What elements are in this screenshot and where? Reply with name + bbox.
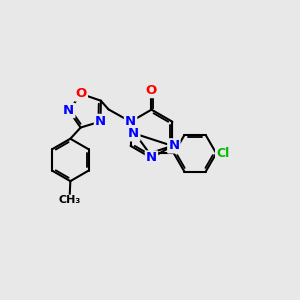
- Text: CH₃: CH₃: [58, 195, 81, 205]
- Text: N: N: [95, 115, 106, 128]
- Text: N: N: [168, 140, 179, 152]
- Text: N: N: [125, 115, 136, 128]
- Text: O: O: [146, 84, 157, 97]
- Text: N: N: [63, 104, 74, 117]
- Text: O: O: [76, 87, 87, 101]
- Text: N: N: [146, 152, 157, 164]
- Text: Cl: Cl: [216, 147, 230, 160]
- Text: N: N: [128, 127, 139, 140]
